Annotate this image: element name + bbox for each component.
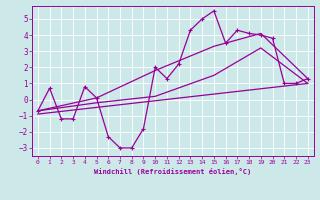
- X-axis label: Windchill (Refroidissement éolien,°C): Windchill (Refroidissement éolien,°C): [94, 168, 252, 175]
